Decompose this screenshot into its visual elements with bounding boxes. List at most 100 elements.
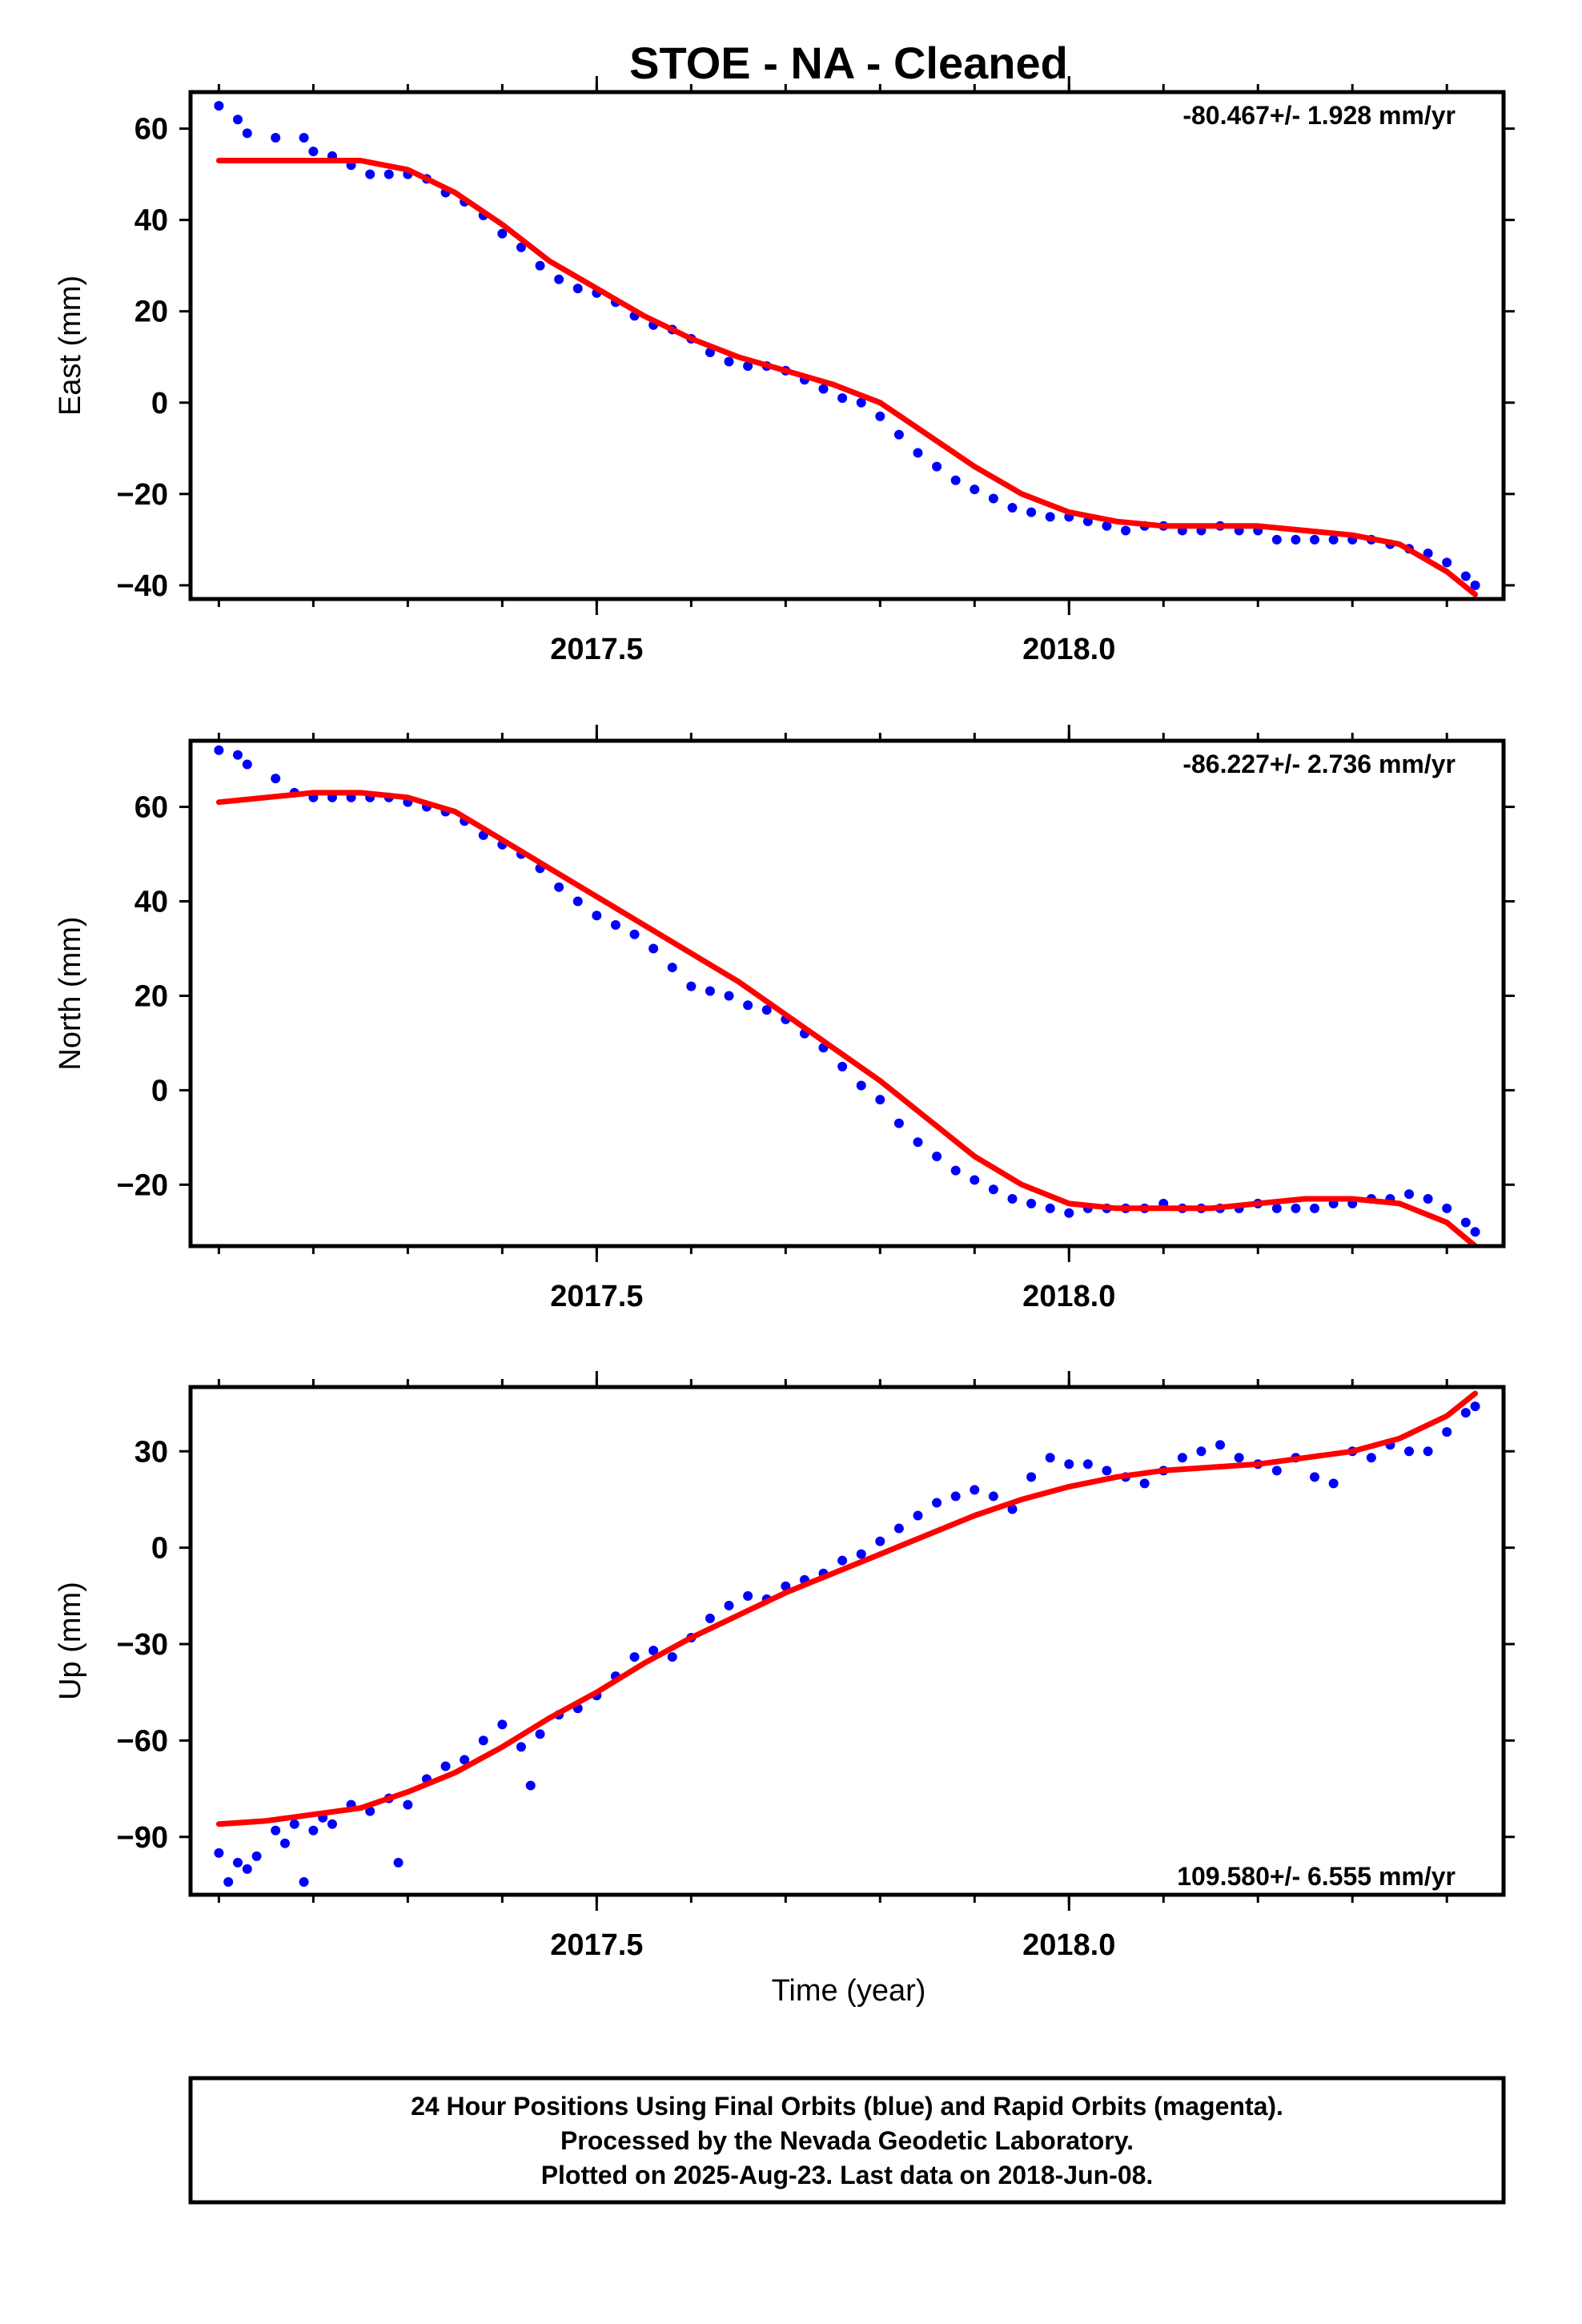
north-data-point (1291, 1203, 1301, 1213)
east-frame (188, 90, 1506, 601)
up-data-point (497, 1719, 508, 1730)
north-y-axis-label: North (mm) (54, 916, 87, 1070)
east-data-point (308, 147, 319, 157)
up-data-point (1082, 1459, 1093, 1470)
east-ytick-label: −40 (117, 569, 168, 603)
north-data-point (271, 774, 281, 784)
up-data-point (667, 1652, 677, 1663)
up-data-point (308, 1825, 319, 1835)
up-data-point (724, 1600, 734, 1610)
north-data-point (724, 991, 734, 1001)
north-data-point (1423, 1194, 1433, 1204)
north-data-point (1404, 1189, 1415, 1200)
north-data-point (856, 1080, 866, 1091)
up-xtick-label: 2018.0 (1022, 1928, 1115, 1962)
east-ytick-label: 0 (151, 387, 168, 420)
north-data-point (214, 745, 224, 755)
up-data-point (279, 1838, 290, 1848)
east-data-point (554, 274, 564, 284)
east-data-point (365, 169, 375, 179)
north-ytick-label: −20 (117, 1168, 168, 1202)
north-data-point (1470, 1227, 1480, 1237)
north-data-point (242, 759, 252, 770)
up-data-point (932, 1498, 942, 1508)
up-y-axis-label: Up (mm) (54, 1582, 87, 1700)
up-data-point (1177, 1453, 1187, 1463)
north-panel: −20 0 20 40 60 2017.5 2018.0 North (mm) -86.227+… (54, 725, 1515, 1313)
north-data-point (629, 929, 640, 939)
up-ytick-label: 0 (151, 1532, 168, 1566)
east-rate-label: -80.467+/- 1.928 mm/yr (1182, 101, 1456, 130)
east-data-point (1423, 548, 1433, 558)
up-data-point (1007, 1504, 1018, 1514)
east-data-point (1291, 534, 1301, 545)
east-data-point (856, 397, 866, 408)
east-data-point (1470, 580, 1480, 590)
up-data-point (525, 1780, 536, 1791)
east-data-point (1460, 571, 1471, 581)
east-data-point (818, 384, 829, 394)
up-data-point (327, 1819, 337, 1829)
up-data-point (440, 1761, 451, 1771)
east-data-point (950, 475, 961, 485)
north-xtick-label: 2018.0 (1022, 1280, 1115, 1313)
north-data-point (1045, 1203, 1055, 1213)
north-data-point (837, 1061, 848, 1072)
up-data-point (535, 1729, 545, 1739)
footer-line-2: Processed by the Nevada Geodetic Laborat… (560, 2126, 1134, 2155)
east-data-point (1045, 512, 1055, 522)
north-xtick-label: 2017.5 (550, 1280, 643, 1313)
north-ytick-label: 20 (135, 979, 168, 1013)
north-data-point (875, 1095, 885, 1105)
up-data-point (1366, 1453, 1376, 1463)
east-data-point (516, 242, 526, 252)
east-data-point (572, 283, 583, 294)
north-data-point (893, 1118, 904, 1128)
east-data-point (1007, 502, 1018, 513)
up-data-point (289, 1819, 299, 1829)
up-data-point (1271, 1466, 1282, 1476)
up-data-point (1196, 1446, 1207, 1457)
up-data-point (705, 1613, 715, 1623)
footer-line-1: 24 Hour Positions Using Final Orbits (bl… (411, 2092, 1283, 2121)
up-frame (188, 1385, 1506, 1897)
north-ytick-label: 0 (151, 1074, 168, 1108)
footer-box: 24 Hour Positions Using Final Orbits (bl… (188, 2076, 1506, 2205)
east-data-point (837, 393, 848, 404)
footer-line-3: Plotted on 2025-Aug-23. Last data on 201… (541, 2161, 1154, 2189)
up-data-point (460, 1755, 470, 1765)
up-ytick-label: 30 (135, 1435, 168, 1469)
up-xtick-label: 2017.5 (550, 1928, 643, 1962)
east-panel: −40 −20 0 20 40 60 2017.5 2018.0 East (mm) -80.46… (54, 76, 1515, 666)
east-data-point (875, 411, 885, 421)
up-data-point (1310, 1472, 1320, 1482)
up-data-point (1064, 1459, 1074, 1470)
up-data-point (403, 1799, 413, 1810)
east-y-axis-label: East (mm) (54, 275, 87, 416)
east-data-point (299, 133, 309, 143)
north-data-point (1310, 1203, 1320, 1213)
up-fit-curve (215, 1390, 1479, 1827)
up-ytick-label: −30 (117, 1628, 168, 1662)
up-data-point (1423, 1446, 1433, 1457)
north-data-point (1026, 1198, 1037, 1208)
up-data-point (970, 1485, 980, 1495)
east-data-point (1102, 521, 1112, 531)
up-data-point (1045, 1453, 1055, 1463)
up-data-point (743, 1590, 753, 1601)
east-data-point (535, 260, 545, 271)
up-data-point (893, 1523, 904, 1534)
up-data-point (299, 1876, 309, 1887)
up-ytick-label: −90 (117, 1821, 168, 1855)
up-data-point (365, 1806, 375, 1816)
east-data-point (1026, 507, 1037, 517)
north-data-point (988, 1184, 998, 1195)
up-data-point (271, 1825, 281, 1835)
north-data-point (1271, 1203, 1282, 1213)
north-data-point (743, 1000, 753, 1011)
up-ytick-label: −60 (117, 1724, 168, 1758)
up-data-point (837, 1555, 848, 1566)
up-data-point (856, 1549, 866, 1559)
up-data-point (393, 1857, 404, 1868)
